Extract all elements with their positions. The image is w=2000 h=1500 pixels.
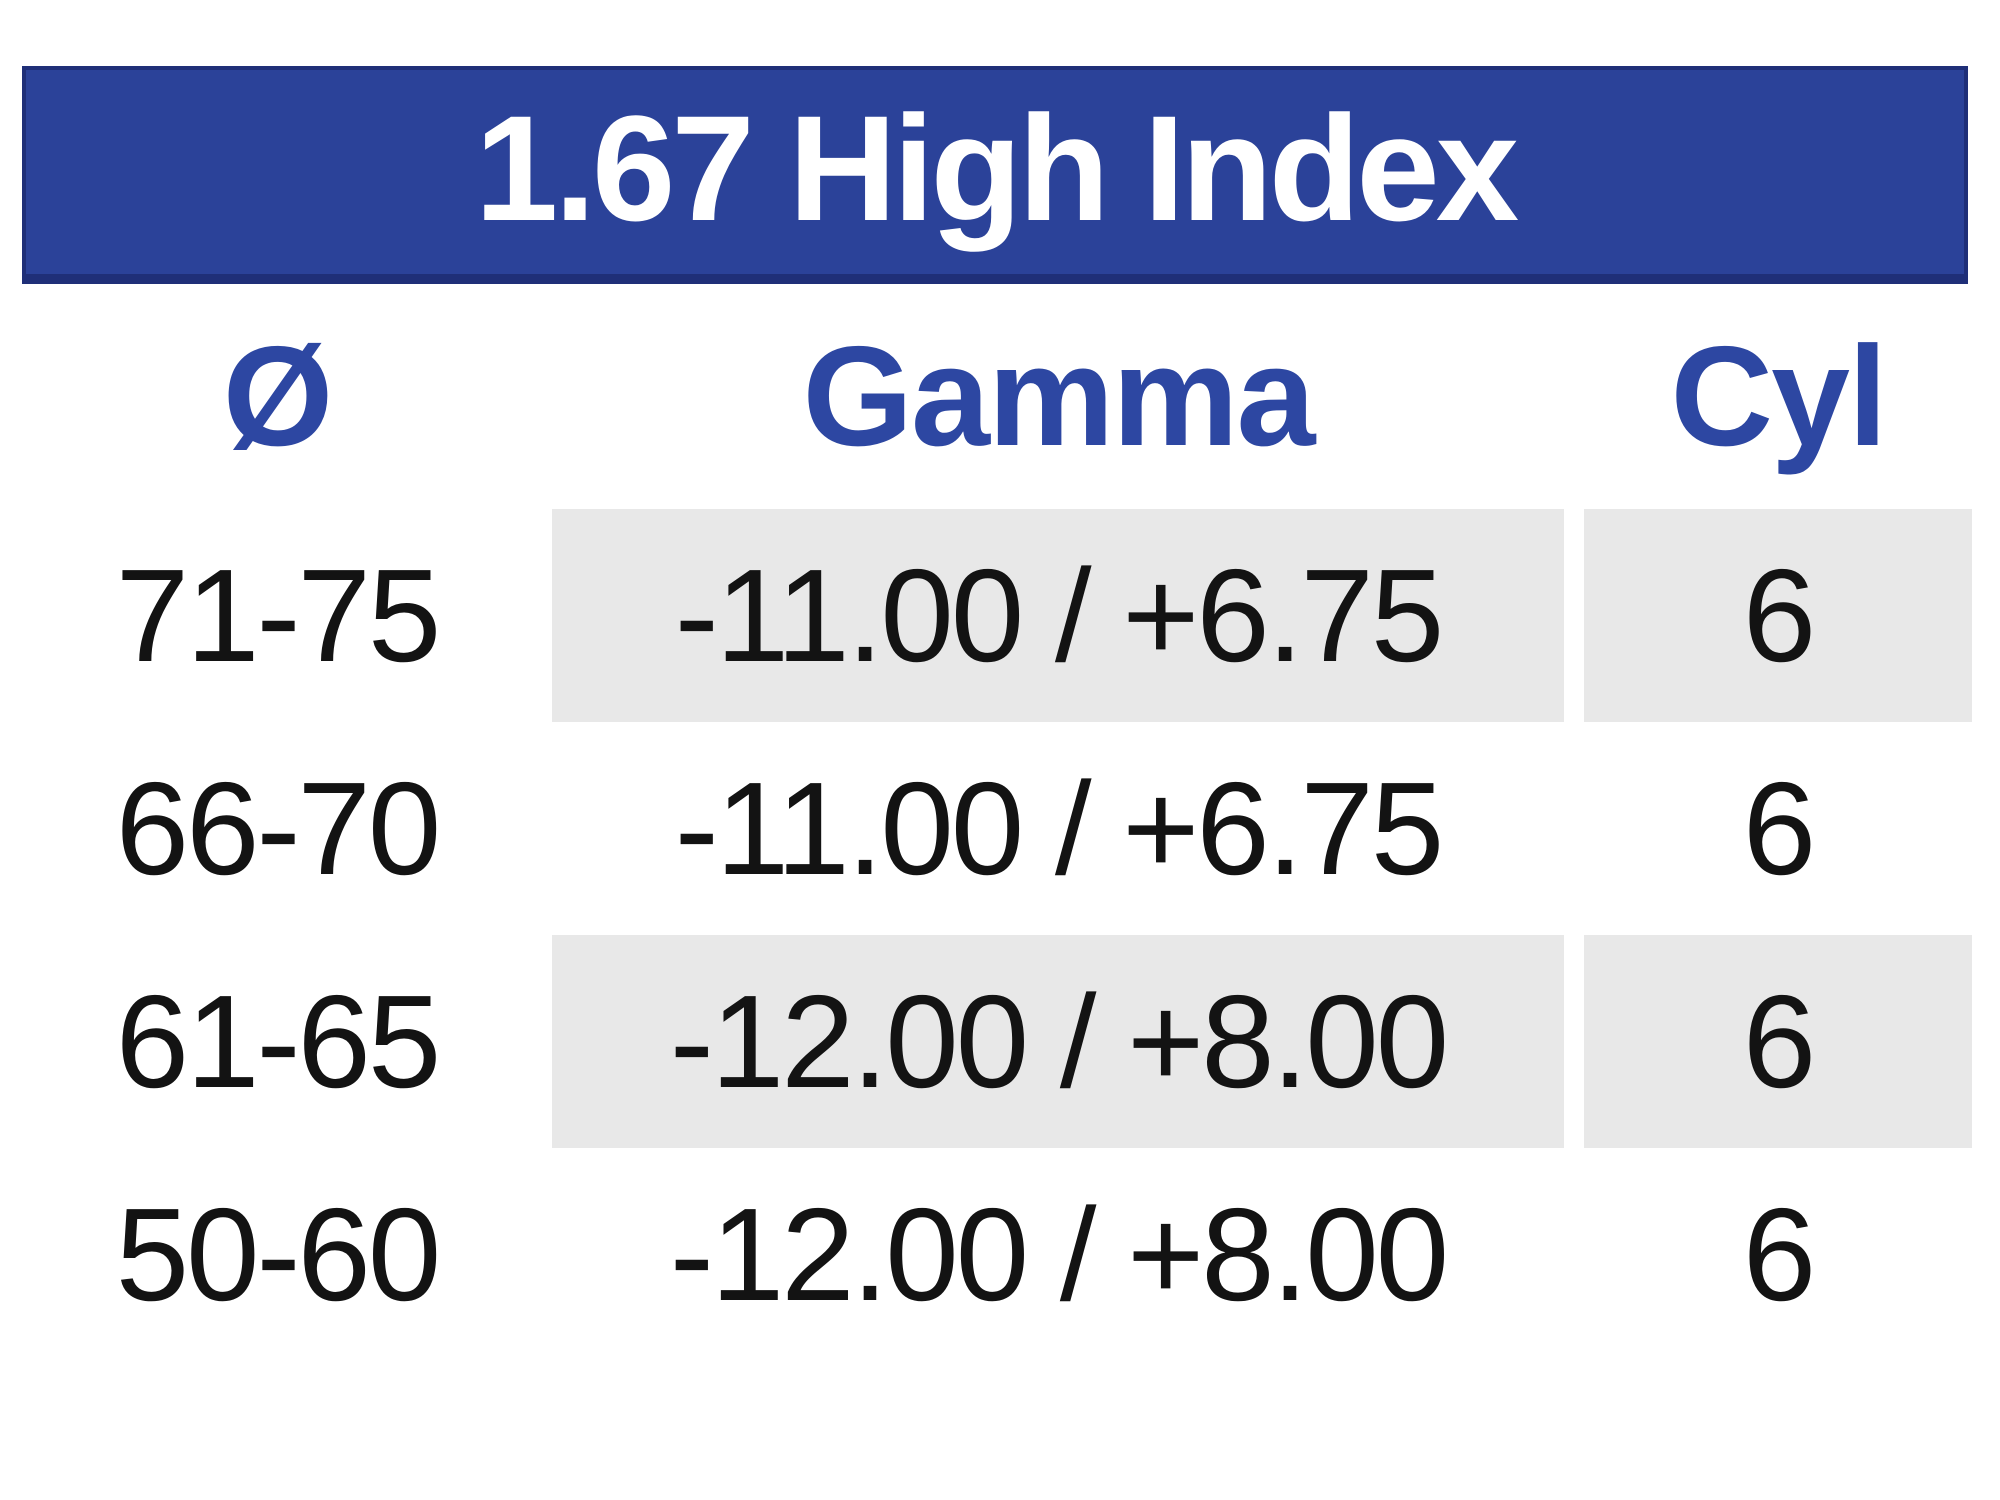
column-header-gamma: Gamma	[802, 316, 1316, 476]
table-title-bar: 1.67 High Index	[22, 66, 1968, 284]
column-header-diameter: Ø	[222, 316, 333, 476]
cell-gamma: -11.00 / +6.75	[674, 754, 1445, 902]
cell-gamma: -12.00 / +8.00	[552, 935, 1564, 1148]
table-title: 1.67 High Index	[474, 84, 1519, 252]
cell-diameter: 61-65	[115, 967, 442, 1115]
column-header-cyl: Cyl	[1670, 316, 1888, 476]
cell-cyl: 6	[1742, 754, 1816, 902]
cell-cyl: 6	[1742, 1180, 1816, 1328]
cell-cyl: 6	[1584, 935, 1972, 1148]
cell-gamma: -11.00 / +6.75	[552, 509, 1564, 722]
cell-diameter: 71-75	[115, 541, 442, 689]
cell-gamma: -12.00 / +8.00	[669, 1180, 1449, 1328]
cell-diameter: 50-60	[115, 1180, 442, 1328]
cell-cyl: 6	[1584, 509, 1972, 722]
spec-table: Ø Gamma Cyl 71-75 -11.00 / +6.75 6 66-70…	[22, 284, 1972, 1361]
cell-diameter: 66-70	[115, 754, 442, 902]
